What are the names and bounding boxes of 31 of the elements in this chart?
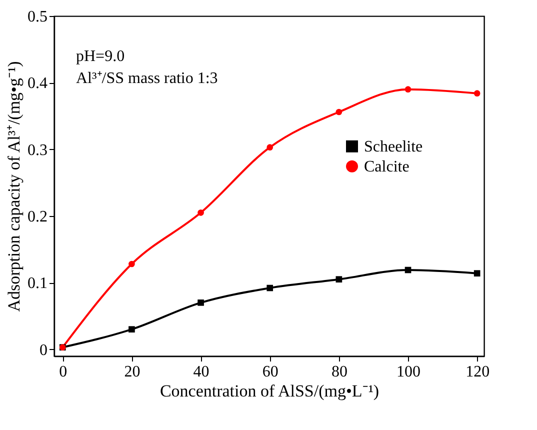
point [336, 108, 342, 116]
x-tick-label: 20 [124, 364, 140, 380]
point [404, 266, 412, 274]
x-tick-label: 40 [193, 364, 210, 380]
x-tick-label: 80 [331, 364, 348, 380]
point [128, 260, 135, 268]
y-axis-title: Adsorption capacity of Al³⁺/(mg•g⁻¹) [4, 61, 24, 312]
point [128, 326, 135, 332]
point [198, 210, 204, 216]
y-tick-label: 0.5 [28, 8, 48, 26]
x-axis-title: Concentration of AlSS/(mg•L⁻¹) [160, 382, 380, 400]
y-tick-label: 0.1 [28, 275, 48, 292]
annotation: Al³⁺/SS mass ratio 1:3 [76, 70, 218, 87]
point [336, 276, 342, 282]
y-tick-label: 0 [40, 342, 48, 359]
x-tick-label: 100 [396, 364, 421, 380]
point [474, 270, 480, 276]
point [266, 144, 274, 150]
y-tick-label: 0.3 [28, 142, 48, 159]
annotation: pH=9.0 [76, 48, 125, 65]
point [198, 300, 204, 306]
x-tick-label: 120 [466, 364, 490, 380]
x-tick-label: 0 [59, 364, 68, 380]
x-tick-label: 60 [262, 364, 278, 380]
point [404, 86, 412, 92]
point [266, 284, 274, 292]
legend-label: Calcite [364, 158, 410, 176]
y-tick-label: 0.4 [28, 75, 48, 92]
y-tick-label: 0.2 [28, 208, 48, 226]
legend-label: Scheelite [364, 138, 423, 156]
point [474, 90, 480, 96]
